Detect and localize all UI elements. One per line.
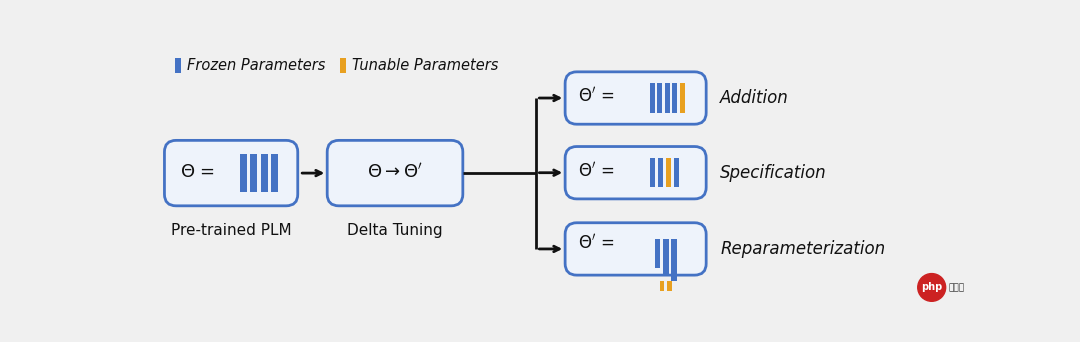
Bar	[271, 154, 279, 192]
Bar	[674, 158, 679, 187]
FancyBboxPatch shape	[565, 146, 706, 199]
Bar	[175, 58, 180, 74]
Text: Pre-trained PLM: Pre-trained PLM	[171, 223, 292, 238]
Text: Frozen Parameters: Frozen Parameters	[187, 58, 325, 73]
Text: Specification: Specification	[720, 164, 827, 182]
Bar	[658, 83, 662, 113]
Bar	[663, 239, 669, 274]
Bar	[650, 83, 654, 113]
Text: Delta Tuning: Delta Tuning	[347, 223, 443, 238]
Text: $\Theta'$ =: $\Theta'$ =	[578, 233, 613, 252]
Bar	[240, 154, 247, 192]
Text: $\Theta \rightarrow \Theta'$: $\Theta \rightarrow \Theta'$	[367, 162, 423, 181]
FancyBboxPatch shape	[565, 72, 706, 124]
Bar	[673, 83, 677, 113]
FancyBboxPatch shape	[164, 140, 298, 206]
Text: 中文网: 中文网	[948, 283, 964, 292]
Bar	[650, 158, 654, 187]
Bar	[667, 281, 672, 291]
Bar	[260, 154, 268, 192]
Bar	[680, 83, 685, 113]
Bar	[251, 154, 257, 192]
Text: Tunable Parameters: Tunable Parameters	[352, 58, 498, 73]
Bar	[656, 239, 660, 268]
Text: $\Theta$ =: $\Theta$ =	[180, 162, 215, 181]
Text: php: php	[921, 282, 943, 292]
Circle shape	[918, 274, 946, 301]
FancyBboxPatch shape	[327, 140, 463, 206]
Bar	[665, 158, 671, 187]
Bar	[340, 58, 346, 74]
Bar	[672, 239, 677, 280]
Bar	[660, 281, 664, 291]
Bar	[665, 83, 670, 113]
Text: $\Theta'$ =: $\Theta'$ =	[578, 162, 613, 181]
Text: $\Theta'$ =: $\Theta'$ =	[578, 87, 613, 106]
Text: Addition: Addition	[720, 89, 788, 107]
Text: Reparameterization: Reparameterization	[720, 240, 886, 258]
FancyBboxPatch shape	[565, 223, 706, 275]
Bar	[658, 158, 663, 187]
